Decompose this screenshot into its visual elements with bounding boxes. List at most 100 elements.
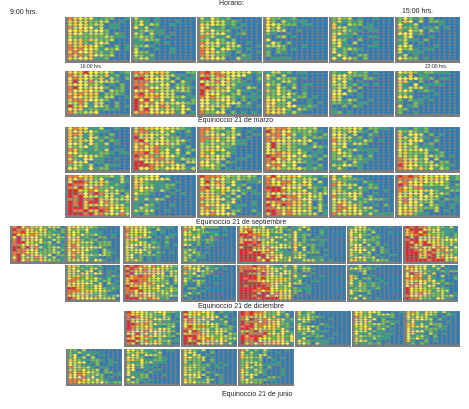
- heatmap-cell: [402, 127, 408, 131]
- heatmap-cell: [287, 245, 292, 250]
- heatmap-cell: [428, 56, 434, 61]
- heatmap-cell: [71, 235, 76, 240]
- heatmap-cell: [25, 243, 30, 247]
- heatmap-cell: [138, 94, 144, 100]
- heatmap-cell: [215, 150, 221, 156]
- heatmap-cell: [89, 245, 94, 250]
- heatmap-cell: [98, 56, 104, 61]
- heatmap-cell: [210, 56, 216, 61]
- heatmap-cell: [133, 141, 139, 147]
- heatmap-cell: [378, 37, 384, 43]
- heatmap-cell: [423, 197, 429, 202]
- heatmap-cell: [104, 166, 110, 171]
- heatmap-cell: [192, 243, 197, 247]
- heatmap-cell: [251, 194, 257, 199]
- heatmap-cell: [185, 88, 191, 94]
- heatmap-cell: [175, 157, 181, 162]
- heatmap-cell: [220, 85, 226, 91]
- heatmap-cell: [274, 248, 279, 252]
- heatmap-cell: [88, 71, 94, 75]
- heatmap-cell: [388, 188, 394, 193]
- heatmap-cell: [286, 79, 292, 84]
- heatmap-cell: [185, 150, 191, 156]
- heatmap-cell: [236, 132, 242, 137]
- heatmap-cell: [98, 250, 103, 255]
- heatmap-cell: [38, 243, 43, 247]
- heatmap-cell: [251, 107, 257, 112]
- heatmap-cell: [378, 50, 384, 55]
- heatmap-cell: [312, 194, 318, 199]
- heatmap-cell: [93, 91, 99, 97]
- heatmap-cell: [209, 240, 214, 245]
- heatmap-cell: [434, 200, 440, 205]
- heatmap-cell: [190, 183, 196, 188]
- heatmap-cell: [138, 150, 144, 156]
- heatmap-cell: [204, 132, 210, 137]
- heatmap-cell: [225, 76, 231, 81]
- heatmap-cell: [418, 56, 424, 61]
- heatmap-cell: [72, 197, 78, 202]
- heatmap-cell: [418, 85, 424, 91]
- heatmap-cell: [246, 157, 252, 162]
- heatmap-cell: [418, 163, 424, 168]
- heatmap-cell: [265, 258, 270, 262]
- heatmap-cell: [154, 31, 160, 37]
- heatmap-cell: [210, 107, 216, 112]
- heatmap-cell: [210, 37, 216, 43]
- heatmap-cell: [21, 240, 26, 245]
- heatmap-cell: [138, 138, 144, 143]
- heatmap-cell: [187, 258, 192, 262]
- heatmap-cell: [225, 34, 231, 40]
- heatmap-cell: [322, 110, 328, 115]
- heatmap-cell: [270, 233, 275, 237]
- heatmap-cell: [173, 228, 178, 232]
- heatmap-cell: [124, 203, 130, 208]
- heatmap-cell: [144, 194, 150, 199]
- heatmap-cell: [93, 175, 99, 179]
- heatmap-cell: [138, 191, 144, 196]
- heatmap-cell: [180, 79, 186, 84]
- heatmap-cell: [204, 129, 210, 134]
- heatmap-cell: [83, 127, 89, 131]
- heatmap-cell: [114, 188, 120, 193]
- heatmap-cell: [83, 40, 89, 46]
- heatmap-cell: [246, 50, 252, 55]
- heatmap-cell: [98, 205, 104, 210]
- heatmap-cell: [133, 194, 139, 199]
- heatmap-cell: [352, 110, 358, 115]
- heatmap-cell: [209, 255, 214, 260]
- heatmap-cell: [352, 138, 358, 143]
- heatmap-cell: [315, 230, 320, 235]
- heatmap-cell: [204, 97, 210, 103]
- heatmap-cell: [256, 71, 262, 75]
- heatmap-cell: [119, 135, 125, 140]
- heatmap-cell: [388, 71, 394, 75]
- heatmap-cell: [418, 25, 424, 30]
- heatmap-cell: [149, 107, 155, 112]
- heatmap-cell: [408, 56, 414, 61]
- heatmap-cell: [104, 147, 110, 153]
- heatmap-cell: [378, 91, 384, 97]
- heatmap-cell: [251, 197, 257, 202]
- heatmap-cell: [133, 19, 139, 24]
- heatmap-cell: [138, 91, 144, 97]
- heatmap-cell: [286, 94, 292, 100]
- heatmap-cell: [337, 233, 342, 237]
- heatmap-cell: [93, 194, 99, 199]
- heatmap-cell: [241, 56, 247, 61]
- heatmap-cell: [352, 141, 358, 147]
- heatmap-cell: [378, 22, 384, 27]
- heatmap-cell: [236, 175, 242, 179]
- heatmap-cell: [159, 197, 165, 202]
- heatmap-cell: [449, 200, 455, 205]
- heatmap-cell: [225, 31, 231, 37]
- heatmap-cell: [312, 104, 318, 109]
- heatmap-cell: [331, 127, 337, 131]
- heatmap-cell: [138, 253, 143, 257]
- heatmap-cell: [220, 25, 226, 30]
- heatmap-cell: [104, 183, 110, 188]
- heatmap-cell: [154, 101, 160, 106]
- heatmap-cell: [231, 255, 236, 260]
- heatmap-cell: [106, 226, 112, 230]
- heatmap-cell: [214, 226, 219, 230]
